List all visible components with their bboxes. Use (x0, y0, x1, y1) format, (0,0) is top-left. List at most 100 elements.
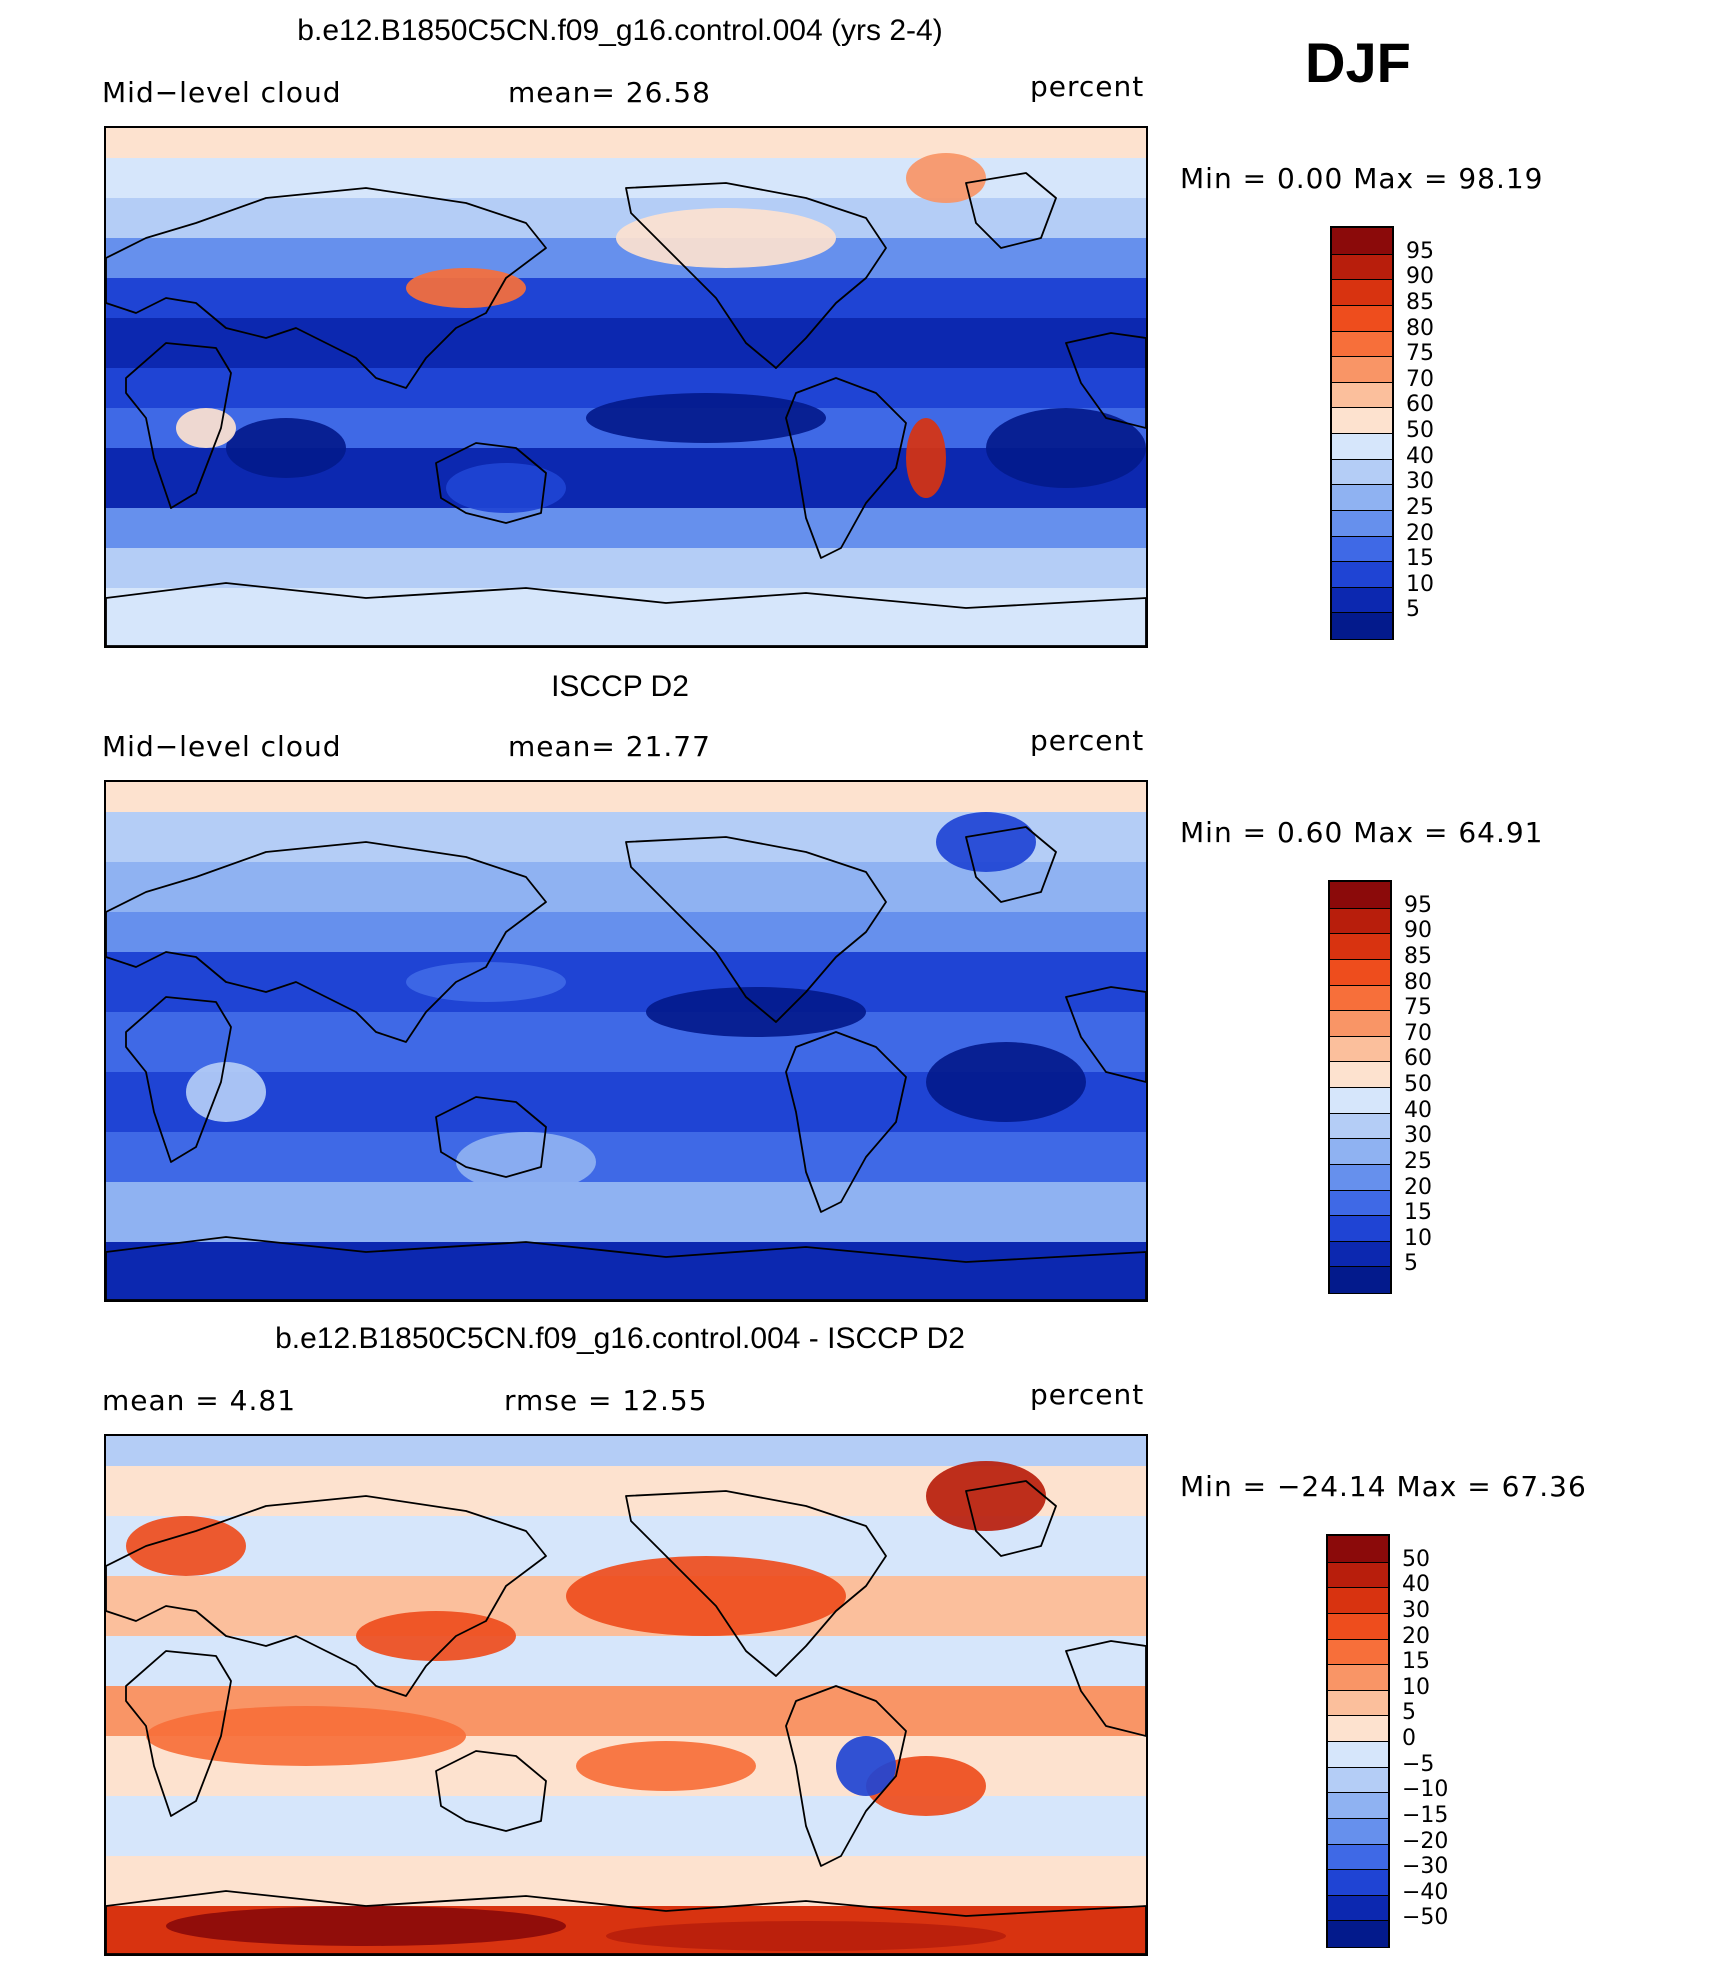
contour-band (106, 588, 1146, 646)
colorbar-tick-label: 25 (1404, 1148, 1432, 1174)
colorbar-tick-label: 5 (1406, 597, 1420, 623)
contour-map (104, 1434, 1148, 1956)
contour-blob (936, 812, 1036, 872)
contour-band (106, 1182, 1146, 1242)
colorbar-swatch (1332, 407, 1392, 434)
colorbar-tick-label: 95 (1406, 238, 1434, 264)
colorbar-tick-label: −50 (1402, 1905, 1449, 1931)
contour-map (104, 780, 1148, 1302)
colorbar-swatch (1330, 882, 1390, 908)
colorbar-tick-label: 10 (1402, 1674, 1430, 1700)
contour-band (106, 1132, 1146, 1182)
colorbar-swatch (1332, 381, 1392, 409)
colorbar-tick-label: 70 (1406, 366, 1434, 392)
contour-band (106, 508, 1146, 548)
colorbar-tick-label: −10 (1402, 1777, 1449, 1803)
colorbar-tick-label: 10 (1404, 1225, 1432, 1251)
colorbar-tick-label: 30 (1406, 469, 1434, 495)
contour-blob (586, 393, 826, 443)
contour-blob (576, 1741, 756, 1791)
contour-blob (456, 1132, 596, 1192)
colorbar-tick-label: 15 (1406, 546, 1434, 572)
units-label: percent (1030, 1378, 1145, 1411)
contour-blob (906, 153, 986, 203)
contour-blobs (126, 1461, 1046, 1951)
colorbar-tick-label: −15 (1402, 1802, 1449, 1828)
colorbar-tick-label: 80 (1406, 315, 1434, 341)
coastline (1065, 1640, 1146, 1737)
contour-band (106, 912, 1146, 952)
panel-title: b.e12.B1850C5CN.f09_g16.control.004 (yrs… (297, 14, 943, 47)
colorbar-swatch (1332, 356, 1392, 383)
colorbar-tick-label: 70 (1404, 1020, 1432, 1046)
colorbar-swatch (1328, 1561, 1388, 1589)
colorbar-swatch (1328, 1843, 1388, 1871)
colorbar-tick-label: 90 (1406, 264, 1434, 290)
colorbar-tick-label: 20 (1404, 1174, 1432, 1200)
colorbar-swatch (1332, 304, 1392, 332)
colorbar-swatch (1332, 484, 1392, 511)
colorbar-swatch (1328, 1689, 1388, 1717)
colorbar-swatch (1330, 1010, 1390, 1037)
colorbar-tick-label: 30 (1402, 1597, 1430, 1623)
contour-band (106, 278, 1146, 318)
colorbar-swatch (1328, 1766, 1388, 1794)
coastline (106, 1890, 1146, 1954)
colorbar-swatch (1332, 535, 1392, 563)
colorbar-tick-label: 40 (1402, 1572, 1430, 1598)
colorbar-swatch (1330, 1266, 1390, 1293)
mean-label: mean= 26.58 (508, 76, 711, 109)
colorbar-swatch (1330, 1112, 1390, 1140)
colorbar-swatch (1328, 1587, 1388, 1614)
colorbar-swatch (1330, 958, 1390, 986)
colorbar-tick-label: 20 (1406, 520, 1434, 546)
contour-map (104, 126, 1148, 648)
mean-label: mean= 21.77 (508, 730, 711, 763)
colorbar-swatch (1328, 1817, 1388, 1845)
coastline (965, 826, 1057, 903)
colorbar-tick-label: −5 (1402, 1751, 1435, 1777)
coastline (125, 342, 232, 509)
colorbar-swatch (1332, 561, 1392, 588)
colorbar-tick-label: 20 (1402, 1623, 1430, 1649)
contour-blob (986, 408, 1146, 488)
coastline (785, 1031, 907, 1213)
colorbar-tick-label: −40 (1402, 1879, 1449, 1905)
colorbar-swatch (1330, 1215, 1390, 1242)
contour-band (106, 1796, 1146, 1856)
coastline (125, 996, 232, 1163)
contour-band (106, 548, 1146, 588)
coastline (435, 442, 547, 524)
contour-blob (926, 1461, 1046, 1531)
coastline (435, 1096, 547, 1178)
contour-band (106, 128, 1146, 158)
colorbar-tick-label: 40 (1404, 1097, 1432, 1123)
contour-blob (836, 1736, 896, 1796)
map-svg (106, 1436, 1146, 1954)
contour-band (106, 782, 1146, 812)
colorbar-swatch (1330, 1240, 1390, 1268)
coastline (1065, 986, 1146, 1083)
colorbar-tick-label: 60 (1404, 1046, 1432, 1072)
colorbar-tick-label: 90 (1404, 918, 1432, 944)
colorbar-tick-label: 30 (1404, 1123, 1432, 1149)
colorbar-swatch (1328, 1869, 1388, 1896)
coastline (106, 1236, 1146, 1300)
colorbar-tick-label: 50 (1402, 1546, 1430, 1572)
coastline (625, 836, 887, 1023)
variable-label: Mid−level cloud (102, 730, 342, 763)
units-label: percent (1030, 70, 1145, 103)
colorbar-swatch (1330, 1189, 1390, 1217)
min-max-label: Min = 0.60 Max = 64.91 (1180, 816, 1544, 849)
colorbar-swatch (1332, 330, 1392, 358)
contour-blob (186, 1062, 266, 1122)
mean-label: mean = 4.81 (102, 1384, 297, 1417)
colorbar-tick-label: 75 (1406, 341, 1434, 367)
contour-blob (146, 1706, 466, 1766)
panel-title: ISCCP D2 (551, 670, 689, 703)
coastline (965, 1480, 1057, 1557)
min-max-label: Min = 0.00 Max = 98.19 (1180, 162, 1544, 195)
colorbar-swatch (1330, 1163, 1390, 1191)
coastline (785, 377, 907, 559)
colorbar-swatch (1332, 279, 1392, 306)
